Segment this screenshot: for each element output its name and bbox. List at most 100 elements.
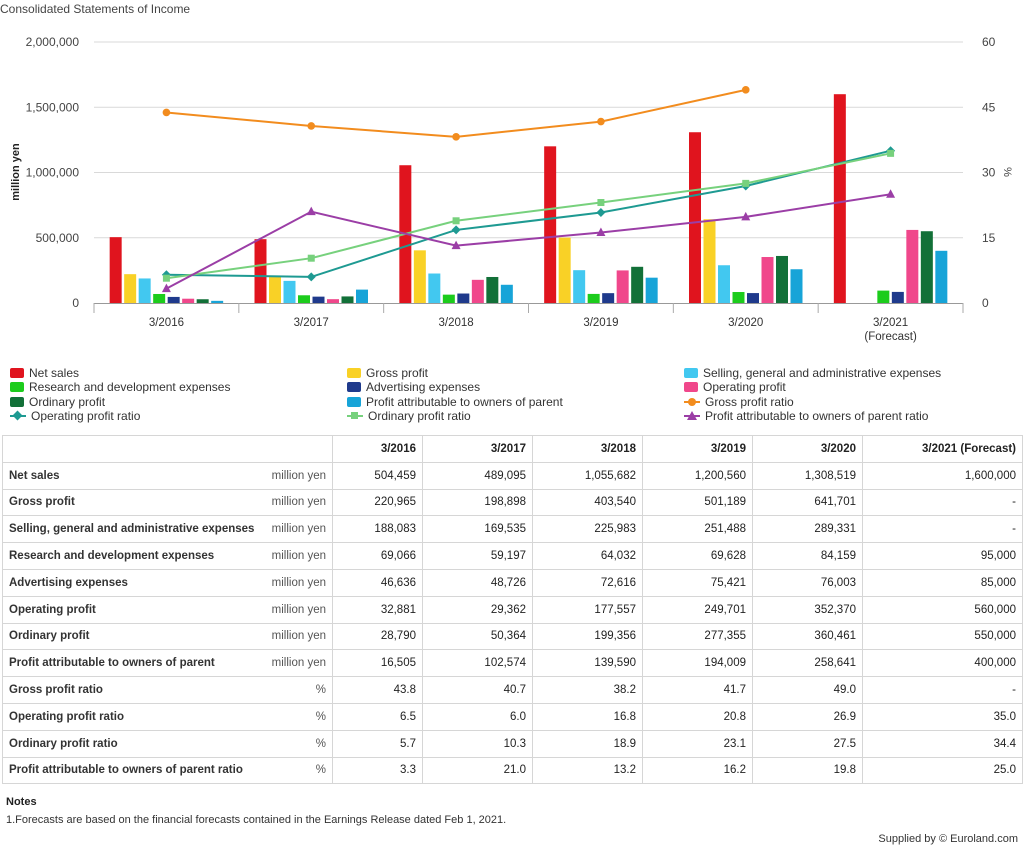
row-unit: million yen [250, 542, 333, 570]
bar-ordinary-profit [486, 276, 499, 303]
table-column-header: 3/2019 [642, 435, 753, 463]
x-tick-label: 3/2021 [873, 317, 908, 329]
table-cell: - [862, 676, 1023, 704]
bar-advertising [312, 296, 325, 303]
bar-net-sales [689, 132, 701, 303]
x-tick-label: (Forecast) [864, 331, 917, 343]
table-cell: 251,488 [642, 515, 753, 544]
table-cell: 1,308,519 [752, 461, 863, 490]
legend-item[interactable]: Ordinary profit [10, 395, 105, 409]
y2-tick-label: 45 [982, 100, 996, 114]
supplied-by-link[interactable]: Supplied by © Euroland.com [878, 833, 1018, 845]
table-cell: 6.5 [332, 702, 423, 731]
legend-label: Profit attributable to owners of parent [366, 394, 563, 409]
legend-swatch [10, 396, 24, 407]
point-profit-parent-ratio [161, 283, 171, 293]
legend-swatch [684, 382, 698, 393]
bar-rnd [442, 294, 455, 303]
bar-advertising [891, 291, 904, 303]
row-label: Advertising expenses [2, 568, 251, 597]
legend-line-swatch [684, 397, 700, 407]
row-label: Selling, general and administrative expe… [2, 515, 254, 544]
bar-rnd [732, 292, 745, 303]
row-unit: % [250, 756, 333, 785]
table-cell: 76,003 [752, 568, 863, 597]
table-row: Research and development expenses million… [2, 542, 1023, 570]
bar-net-sales [833, 94, 846, 303]
row-unit: million yen [250, 461, 333, 490]
bar-rnd [877, 290, 890, 303]
legend-swatch [347, 396, 361, 407]
table-cell: 46,636 [332, 568, 423, 597]
bar-gross-profit [124, 274, 137, 303]
point-gross-profit-ratio [741, 86, 750, 94]
legend-item[interactable]: Profit attributable to owners of parent … [684, 409, 928, 423]
table-cell: 75,421 [642, 568, 753, 597]
table-cell: 50,364 [422, 622, 533, 651]
table-cell: 72,616 [532, 568, 643, 597]
table-cell: 194,009 [642, 649, 753, 678]
table-cell: 550,000 [862, 622, 1023, 651]
income-chart: 0 500,000 1,000,000 1,500,000 2,000,000 0 15 30… [10, 35, 1013, 343]
table-row: Profit attributable to owners of parent m… [2, 649, 1023, 678]
point-profit-parent-ratio [886, 189, 896, 198]
legend-item[interactable]: Selling, general and administrative expe… [684, 366, 941, 380]
bar-operating-profit [761, 257, 774, 303]
point-operating-profit-ratio [451, 225, 461, 235]
table-row: Operating profit ratio% 6.5 6.0 16.8 20.8 26.… [2, 702, 1023, 731]
bar-advertising [457, 293, 470, 303]
legend-item[interactable]: Gross profit ratio [684, 395, 794, 409]
legend-swatch [684, 368, 698, 378]
y2-tick-label: 15 [982, 231, 996, 245]
table-cell: 199,356 [532, 622, 643, 651]
table-cell: 21.0 [422, 756, 533, 785]
bar-net-sales [109, 237, 122, 303]
point-gross-profit-ratio [597, 117, 605, 126]
legend-item[interactable]: Operating profit [684, 380, 786, 394]
row-label: Gross profit [2, 488, 251, 517]
table-cell: 1,200,560 [642, 461, 753, 490]
legend-swatch [10, 382, 24, 393]
table-cell: 220,965 [332, 488, 423, 517]
legend-label: Selling, general and administrative expe… [703, 366, 942, 380]
legend-item[interactable]: Gross profit [347, 366, 428, 380]
table-cell: 34.4 [862, 729, 1023, 758]
legend-item[interactable]: Advertising expenses [347, 380, 480, 394]
row-unit: million yen [250, 622, 333, 651]
bar-sga [138, 278, 151, 303]
legend-item[interactable]: Profit attributable to owners of parent [347, 395, 563, 409]
bar-gross-profit [558, 237, 571, 303]
row-label: Profit attributable to owners of parent [2, 649, 251, 678]
row-label: Operating profit ratio [2, 702, 251, 731]
bar-ordinary-profit [341, 296, 354, 303]
table-cell: 49.0 [752, 676, 863, 704]
x-tick-label: 3/2019 [583, 317, 618, 329]
legend-label: Ordinary profit [29, 394, 106, 409]
point-ordinary-profit-ratio [742, 179, 750, 187]
point-ordinary-profit-ratio [452, 217, 460, 225]
table-cell: 169,535 [422, 515, 533, 544]
row-label: Gross profit ratio [2, 676, 251, 704]
table-row: Operating profit million yen 32,881 29,362 1… [2, 595, 1023, 624]
legend-item[interactable]: Operating profit ratio [10, 409, 140, 423]
legend-item[interactable]: Research and development expenses [10, 380, 230, 394]
table-cell: 16.2 [642, 756, 753, 785]
y-tick-label: 0 [72, 296, 79, 310]
table-cell: 177,557 [532, 595, 643, 624]
x-tick-label: 3/2020 [728, 317, 763, 329]
table-cell: 85,000 [862, 568, 1023, 597]
legend-label: Advertising expenses [366, 380, 481, 395]
bar-advertising [167, 296, 180, 303]
table-cell: 59,197 [422, 542, 533, 570]
legend-item[interactable]: Ordinary profit ratio [347, 409, 471, 423]
table-row: Selling, general and administrative expe… [2, 515, 1023, 544]
income-table: 3/2016 3/2017 3/2018 3/2019 3/2020 3/2021 (Fo… [2, 435, 1023, 785]
table-cell: 18.9 [532, 729, 643, 758]
legend-item[interactable]: Net sales [10, 366, 79, 380]
table-row: Advertising expenses million yen 46,636 48,… [2, 568, 1023, 597]
y-axis-label: million yen [10, 143, 22, 201]
y2-tick-label: 30 [982, 166, 996, 180]
y2-tick-label: 60 [982, 35, 996, 49]
point-operating-profit-ratio [596, 208, 606, 218]
table-cell: 20.8 [642, 702, 753, 731]
